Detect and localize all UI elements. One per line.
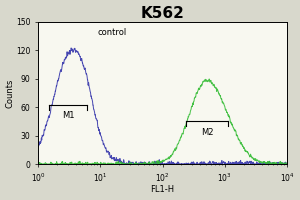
Y-axis label: Counts: Counts [6,78,15,108]
Text: control: control [97,28,127,37]
Text: M2: M2 [201,128,213,137]
X-axis label: FL1-H: FL1-H [151,185,175,194]
Title: K562: K562 [141,6,184,21]
Text: M1: M1 [62,111,74,120]
